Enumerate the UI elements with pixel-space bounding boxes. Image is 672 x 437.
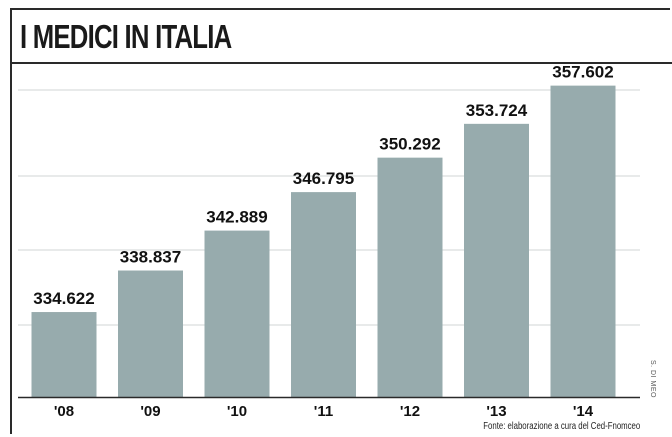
- chart-frame: [10, 8, 670, 434]
- value-labels: 334.622 338.837 342.889 346.795 350.292 353.7…: [33, 63, 613, 308]
- x-tick-label: '11: [314, 403, 333, 420]
- data-label: 346.795: [293, 169, 354, 188]
- data-label: 334.622: [33, 289, 94, 308]
- bar: [464, 123, 529, 397]
- data-label: 342.889: [206, 208, 267, 227]
- x-tick-label: '14: [573, 403, 594, 420]
- bar: [550, 85, 616, 397]
- x-tick-label: '12: [400, 403, 420, 420]
- x-axis-ticks: '08 '09 '10 '11 '12 '13 '14: [54, 403, 594, 420]
- bar: [291, 192, 356, 397]
- data-label: 357.602: [552, 63, 613, 82]
- x-tick-label: '09: [140, 403, 160, 420]
- bar: [204, 230, 270, 397]
- title-divider: [10, 62, 672, 64]
- data-label: 350.292: [379, 135, 440, 154]
- x-tick-label: '08: [54, 403, 74, 420]
- x-tick-label: '13: [486, 403, 506, 420]
- chart-title: I MEDICI IN ITALIA: [20, 18, 232, 55]
- bar: [118, 270, 183, 397]
- x-tick-label: '10: [227, 403, 247, 420]
- bar: [377, 157, 443, 397]
- data-label: 338.837: [120, 248, 181, 267]
- author-credit: S. DI MEO: [649, 360, 656, 398]
- data-label: 353.724: [466, 101, 528, 120]
- bar: [31, 312, 97, 397]
- source-note: Fonte: elaborazione a cura del Ced-Fnomc…: [483, 421, 640, 432]
- bars: [31, 85, 616, 397]
